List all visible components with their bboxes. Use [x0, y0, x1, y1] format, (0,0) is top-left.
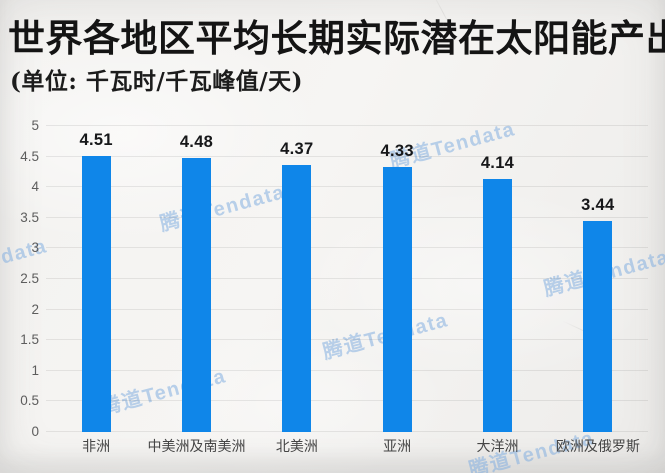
- grid-line: [46, 186, 648, 188]
- x-category-label: 非洲: [82, 438, 111, 454]
- grid-line: [46, 400, 648, 402]
- bar-value-label: 4.48: [179, 132, 214, 151]
- x-category-label: 北美洲: [275, 438, 318, 454]
- x-category-label: 大洋洲: [476, 438, 519, 454]
- y-tick-label: 5: [31, 118, 39, 133]
- x-category-label: 中美洲及南美洲: [147, 438, 246, 454]
- plot-area: 4.51 4.48 4.37 4.33 4.14 3.44: [46, 125, 648, 432]
- grid-line: [46, 369, 648, 371]
- y-tick-label: 1: [31, 362, 39, 378]
- bar: [583, 221, 613, 432]
- grid-line: [46, 308, 648, 310]
- y-tick-label: 4.5: [20, 148, 39, 164]
- y-tick-label: 3: [31, 240, 39, 256]
- y-tick-label: 0: [31, 424, 39, 439]
- bar-value-label: 4.14: [480, 153, 515, 172]
- grid-line: [46, 216, 648, 218]
- grid-line: [46, 155, 648, 157]
- grid-line: [46, 247, 648, 249]
- bar: [81, 156, 111, 432]
- bar-value-label: 4.33: [380, 142, 414, 161]
- bar: [182, 157, 211, 432]
- y-tick-label: 1.5: [20, 332, 39, 348]
- chart-subtitle: (单位: 千瓦时/千瓦峰值/天): [10, 68, 304, 95]
- bar-value-label: 4.37: [280, 139, 314, 158]
- y-tick-label: 4: [31, 179, 39, 195]
- bar: [282, 164, 312, 432]
- bar-value-label: 4.51: [79, 131, 113, 149]
- x-category-label: 欧洲及俄罗斯: [555, 438, 640, 454]
- grid-line: [46, 125, 648, 126]
- y-tick-label: 3.5: [20, 209, 39, 225]
- y-tick-label: 2.5: [20, 271, 39, 286]
- x-category-label: 亚洲: [383, 438, 412, 454]
- grid-line: [46, 431, 648, 432]
- bar: [483, 178, 512, 432]
- bar-value-label: 3.44: [581, 196, 615, 215]
- grid-line: [46, 339, 648, 341]
- y-tick-label: 2: [31, 301, 39, 317]
- grid-line: [46, 278, 648, 279]
- chart-title: 世界各地区平均长期实际潜在太阳能产出: [8, 16, 665, 60]
- y-tick-label: 0.5: [20, 393, 39, 409]
- bar: [382, 167, 412, 432]
